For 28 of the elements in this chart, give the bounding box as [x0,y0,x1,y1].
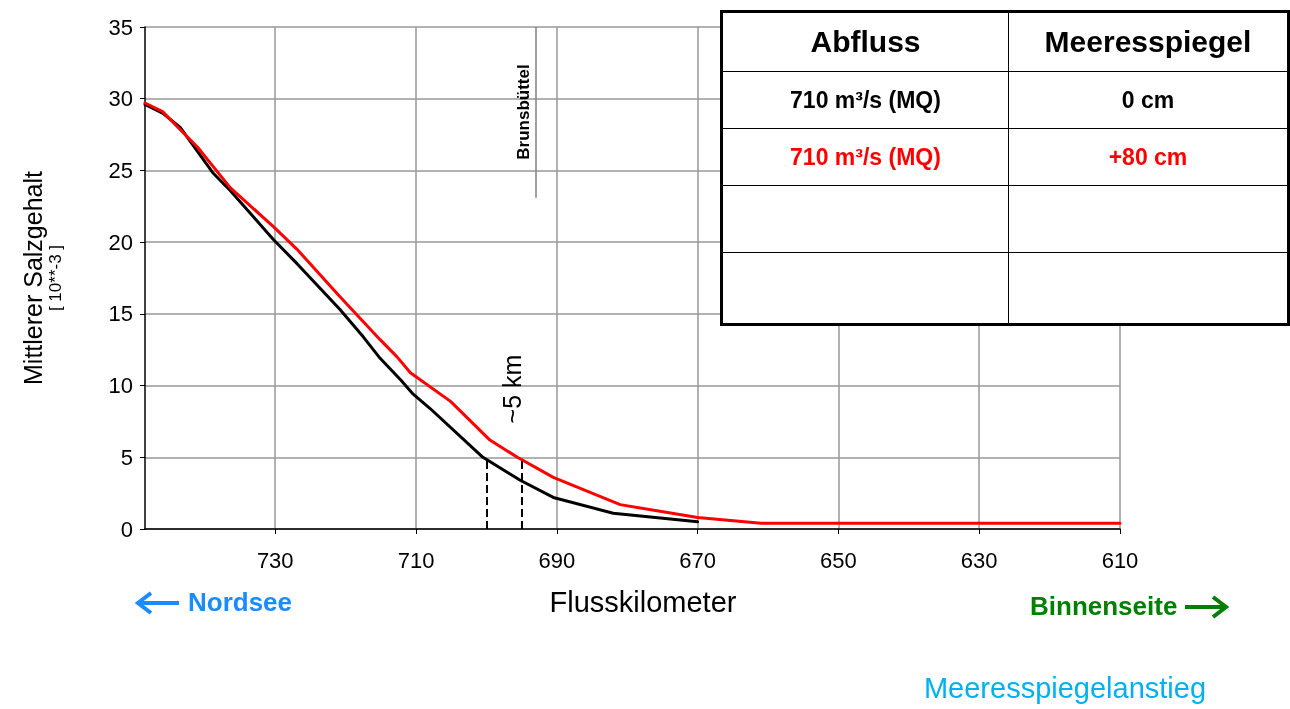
y-tick-label: 20 [108,229,133,255]
annotation: ~5 km [497,355,527,424]
text: +80 cm [1108,143,1188,170]
x-tick-label: 690 [538,547,576,573]
x-tick-label: 730 [256,547,294,573]
y-tick-label: 25 [108,157,133,183]
text: Binnenseite [1030,591,1178,622]
y-tick-label: 0 [120,516,133,542]
text: Meeresspiegelanstieg [923,672,1207,705]
y-tick-label: 5 [120,444,133,470]
x-tick-label: 670 [679,547,716,573]
text: Nordsee [188,587,293,618]
y-tick-label: 35 [108,14,133,40]
y-tick-label: 30 [108,86,133,112]
annotation: 710 m³/s (MQ) [721,71,1009,129]
y-tick-label: 10 [108,373,133,399]
x-tick-label: 710 [397,547,435,573]
x-tick-label: 650 [820,547,857,573]
y-axis-title: Mittlerer Salzgehalt [ 10**-3 ] [18,171,66,385]
x-axis-title: Flusskilometer [549,586,737,619]
text: 0 cm [1121,86,1175,113]
x-tick-label: 630 [960,547,998,573]
ref-line-label: Brunsbüttel [513,64,534,161]
annotation: Meeresspiegel [1008,11,1289,72]
y-tick-label: 15 [108,301,133,327]
x-tick-label: 610 [1101,547,1139,573]
annotation: Abfluss [721,11,1009,72]
annotation: 710 m³/s (MQ) [721,128,1009,186]
